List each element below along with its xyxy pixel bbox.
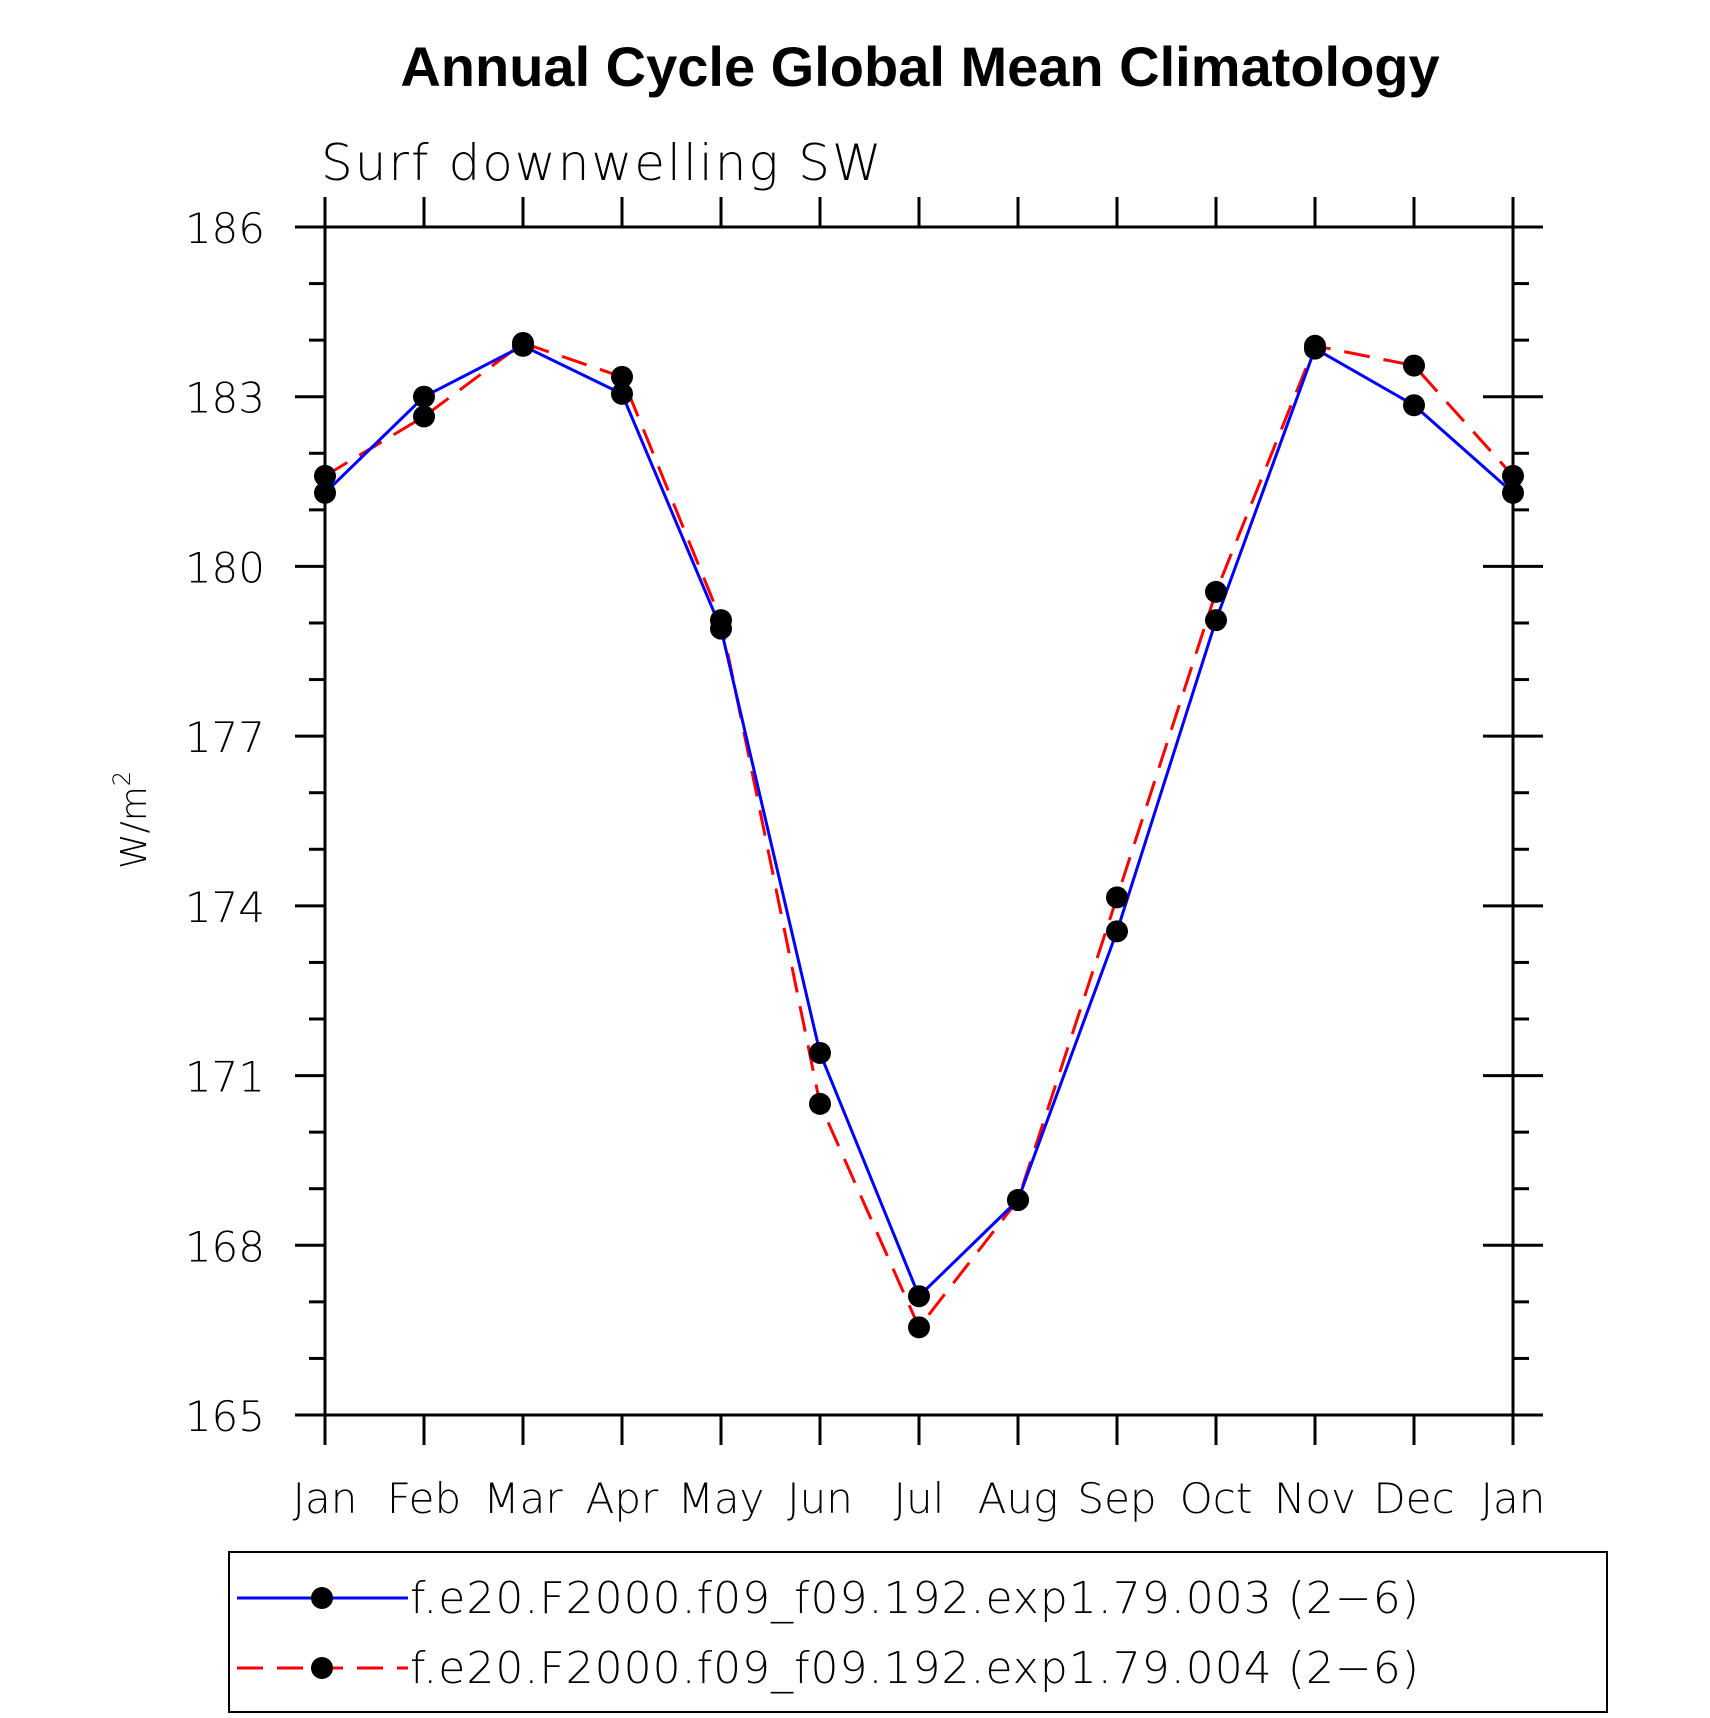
data-point-series-2: [1205, 580, 1227, 603]
y-tick-label: 174: [185, 883, 265, 932]
data-point-series-1: [1205, 609, 1227, 632]
data-point-series-1: [611, 382, 633, 405]
data-point-series-1: [1502, 481, 1524, 504]
legend: f.e20.F2000.f09_f09.192.exp1.79.003 (2−6…: [237, 1573, 1420, 1694]
data-point-series-2: [1007, 1189, 1029, 1212]
axis-ticks: Jan Feb Mar Apr May Jun Jul Aug Sep Oct Nov Dec Jan 1…: [185, 197, 1546, 1523]
data-point-series-1: [314, 481, 336, 504]
x-tick-label: Aug: [978, 1474, 1059, 1523]
y-axis-label-text: W/m: [114, 786, 155, 869]
x-tick-label: Feb: [387, 1474, 461, 1523]
y-tick-label: 183: [185, 374, 265, 423]
legend-marker-2: [311, 1657, 333, 1679]
series-line-1: [323, 344, 1514, 1299]
data-point-series-1: [1403, 394, 1425, 417]
data-point-series-2: [512, 331, 534, 354]
series-layer: [323, 341, 1515, 1331]
x-tick-label: May: [678, 1474, 765, 1523]
series-line-2: [324, 341, 1515, 1331]
data-point-series-1: [413, 385, 435, 408]
x-tick-label: Nov: [1274, 1474, 1356, 1523]
x-tick-label: Jun: [787, 1474, 853, 1523]
data-point-series-1: [1106, 920, 1128, 943]
legend-box: [228, 1551, 1608, 1713]
data-point-series-1: [809, 1041, 831, 1064]
x-tick-label: Jan: [293, 1474, 358, 1523]
data-point-series-2: [908, 1316, 930, 1339]
y-tick-label: 186: [185, 204, 265, 253]
y-tick-label: 171: [185, 1053, 265, 1102]
legend-label-1: f.e20.F2000.f09_f09.192.exp1.79.003 (2−6…: [410, 1573, 1420, 1624]
data-point-series-1: [908, 1285, 930, 1308]
y-axis-label: W/m2: [108, 771, 155, 869]
data-point-series-2: [314, 464, 336, 487]
x-tick-label: Dec: [1373, 1474, 1454, 1523]
svg-text:W/m2: W/m2: [108, 771, 155, 869]
data-point-series-2: [809, 1092, 831, 1115]
x-tick-label: Oct: [1180, 1474, 1253, 1523]
data-point-series-2: [1403, 354, 1425, 377]
x-tick-label: Jul: [894, 1474, 945, 1523]
chart-title: Annual Cycle Global Mean Climatology: [400, 35, 1439, 98]
markers-layer: [314, 331, 1524, 1339]
chart-subtitle: Surf downwelling SW: [321, 134, 884, 192]
x-tick-label: Sep: [1077, 1474, 1156, 1523]
legend-label-2: f.e20.F2000.f09_f09.192.exp1.79.004 (2−6…: [410, 1643, 1420, 1694]
y-tick-label: 177: [185, 713, 265, 762]
data-point-series-2: [413, 405, 435, 428]
data-point-series-2: [710, 609, 732, 632]
data-point-series-2: [611, 365, 633, 388]
x-tick-label: Apr: [586, 1474, 659, 1523]
y-tick-label: 180: [185, 543, 265, 592]
x-tick-label: Jan: [1481, 1474, 1546, 1523]
data-point-series-2: [1304, 334, 1326, 357]
y-tick-label: 165: [185, 1392, 265, 1441]
y-tick-label: 168: [185, 1222, 265, 1271]
legend-marker-1: [311, 1587, 333, 1609]
y-axis-label-superscript: 2: [108, 771, 136, 786]
plot-frame: [323, 225, 1515, 1417]
x-tick-label: Mar: [483, 1474, 563, 1523]
data-point-series-2: [1106, 886, 1128, 909]
data-point-series-2: [1502, 464, 1524, 487]
